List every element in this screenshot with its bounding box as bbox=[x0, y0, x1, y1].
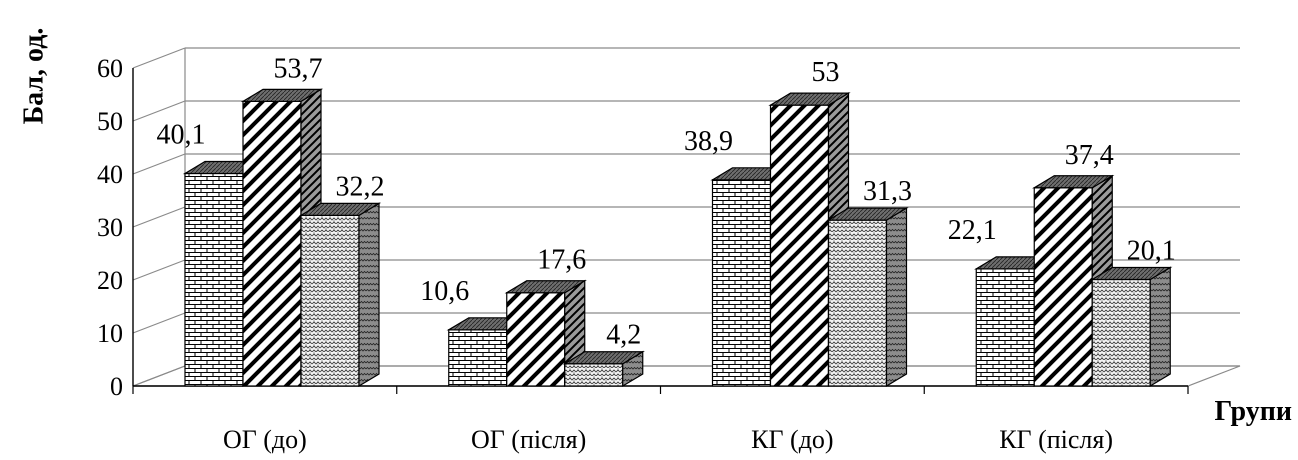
bar-front bbox=[448, 329, 508, 387]
data-label: 10,6 bbox=[420, 276, 469, 307]
y-tick-label: 60 bbox=[97, 54, 123, 83]
bar-top bbox=[298, 202, 382, 216]
bar-front bbox=[184, 172, 244, 387]
y-axis-title: Бал, од. bbox=[18, 28, 49, 125]
y-tick-label: 50 bbox=[97, 107, 123, 136]
data-label: 22,1 bbox=[948, 215, 997, 246]
gridline-side bbox=[132, 47, 186, 69]
bar-front bbox=[300, 214, 360, 387]
bar-front bbox=[975, 268, 1035, 387]
bar-front bbox=[827, 219, 888, 387]
bar-front bbox=[242, 100, 302, 387]
x-tick-label: ОГ (після) bbox=[471, 425, 586, 454]
bar-front bbox=[1033, 187, 1093, 387]
x-tick-label: ОГ (до) bbox=[223, 425, 307, 454]
y-tick-label: 20 bbox=[97, 266, 123, 295]
data-label: 4,2 bbox=[606, 320, 641, 351]
bar-top bbox=[826, 207, 909, 221]
x-tick-label: КГ (після) bbox=[999, 425, 1113, 454]
bar-top bbox=[504, 280, 587, 294]
y-tick-label: 40 bbox=[97, 160, 123, 189]
data-label: 40,1 bbox=[157, 119, 206, 150]
gridline-side bbox=[132, 100, 186, 122]
axes: 0 10 20 30 40 50 60 ОГ (до) ОГ (після) КГ (до) КГ … bbox=[97, 54, 1189, 454]
bar-front bbox=[769, 104, 830, 387]
gridline-side bbox=[132, 153, 186, 175]
data-label: 32,2 bbox=[336, 171, 385, 202]
y-tick-label: 10 bbox=[97, 319, 123, 348]
bar-top bbox=[768, 92, 851, 106]
x-tick-label: КГ (до) bbox=[751, 425, 833, 454]
bar-side bbox=[358, 202, 380, 388]
data-label: 31,3 bbox=[863, 176, 912, 207]
y-tick-label: 0 bbox=[110, 372, 123, 401]
data-label: 38,9 bbox=[684, 126, 733, 157]
data-label: 53,7 bbox=[274, 53, 323, 84]
bar-front bbox=[711, 179, 772, 387]
bars bbox=[182, 88, 1173, 388]
data-label: 53 bbox=[812, 57, 840, 88]
data-label: 17,6 bbox=[537, 245, 586, 276]
gridline-side bbox=[132, 206, 186, 228]
y-tick-label: 30 bbox=[97, 213, 123, 242]
x-axis-title: Групи bbox=[1214, 396, 1292, 427]
bar-side bbox=[1149, 266, 1171, 388]
data-label: 20,1 bbox=[1127, 235, 1176, 266]
data-labels: 40,1 53,7 32,2 10,6 17,6 4,2 38,9 53 31,3 22,1 37,… bbox=[157, 53, 1176, 350]
bar-top bbox=[1032, 175, 1115, 189]
bar-top bbox=[562, 351, 645, 365]
gridline-side bbox=[132, 259, 186, 281]
bar-top bbox=[240, 88, 324, 102]
bar-top bbox=[1090, 266, 1173, 281]
bar-front bbox=[564, 363, 624, 387]
bar-front bbox=[1091, 278, 1151, 387]
bar-front bbox=[506, 292, 566, 387]
data-label: 37,4 bbox=[1065, 140, 1114, 171]
gridline-side bbox=[132, 312, 186, 334]
bar-side bbox=[885, 207, 908, 388]
